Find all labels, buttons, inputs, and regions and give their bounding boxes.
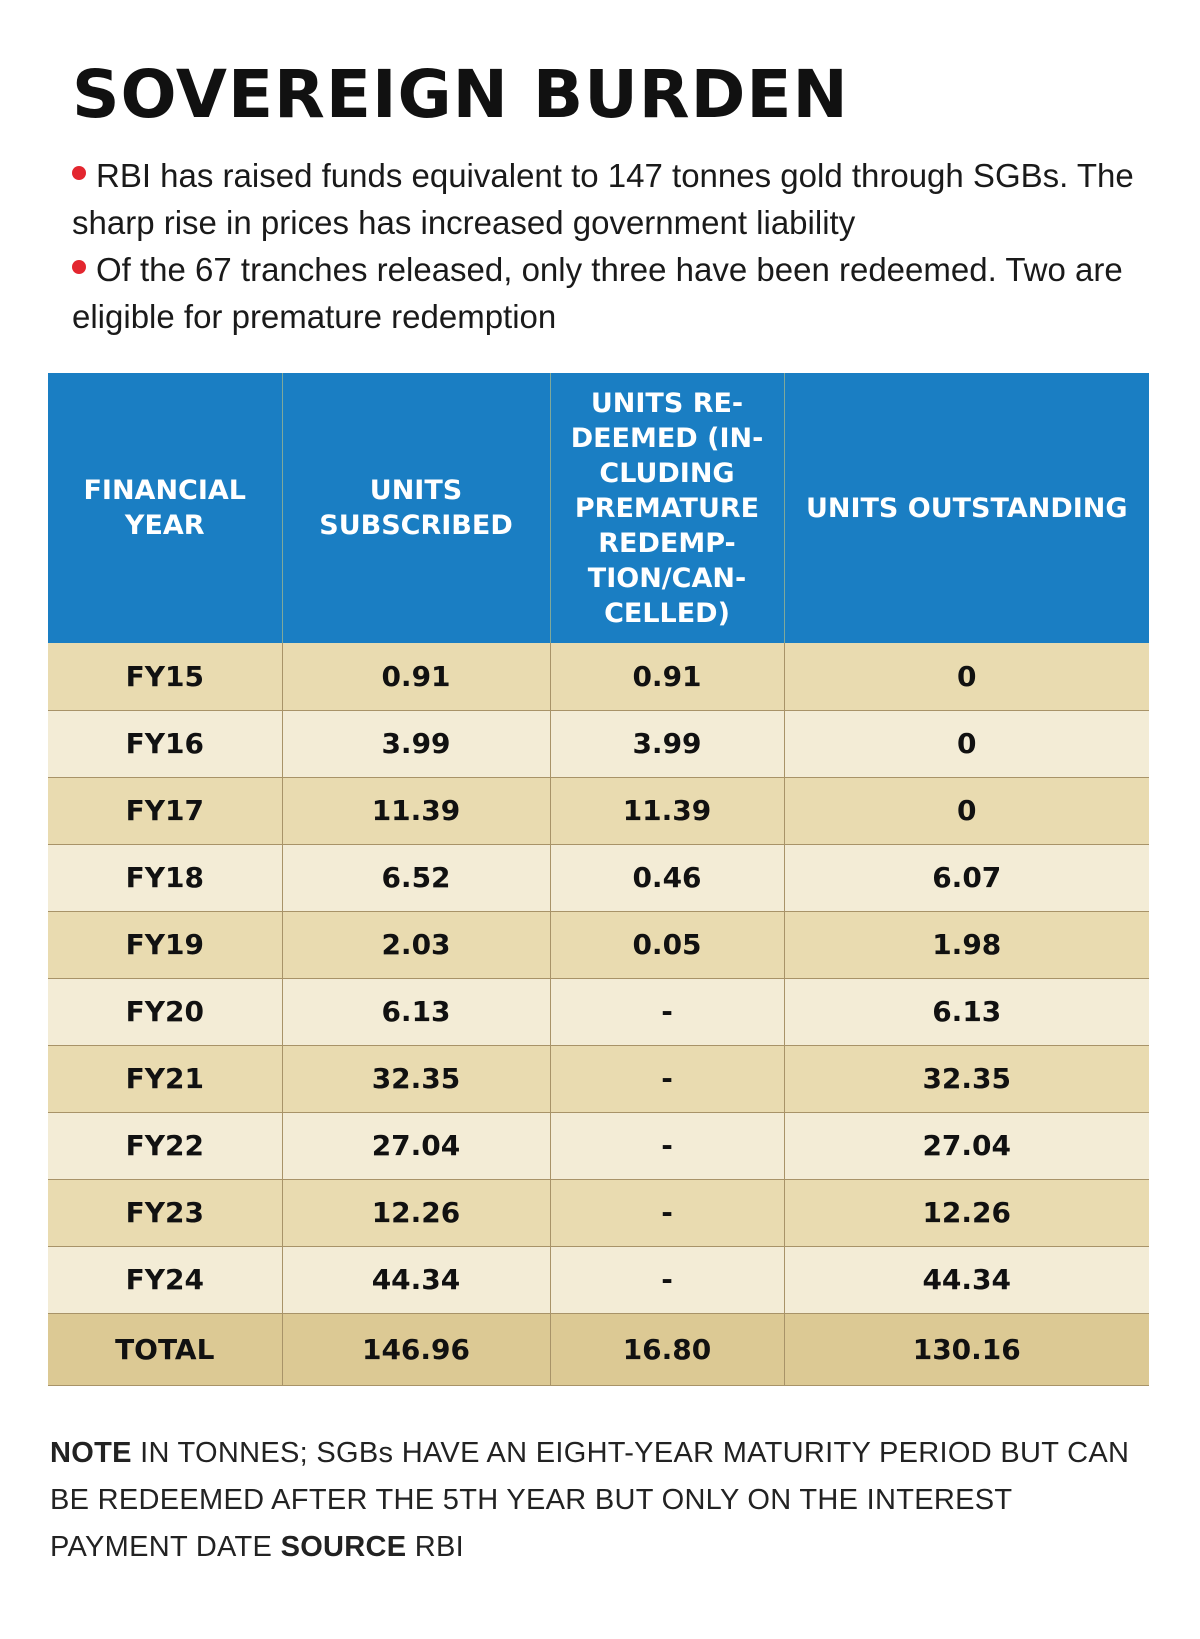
cell-units-outstanding: 12.26: [784, 1179, 1149, 1247]
cell-units-outstanding: 0: [784, 710, 1149, 778]
cell-financial-year: FY20: [48, 978, 283, 1046]
cell-units-subscribed: 27.04: [282, 1112, 551, 1180]
table-row: FY17 11.39 11.39 0: [48, 777, 1149, 845]
cell-units-redeemed: -: [550, 1045, 785, 1113]
column-header-units-subscribed: UNITS SUBSCRIBED: [282, 373, 551, 643]
note-label: NOTE: [50, 1437, 132, 1469]
total-cell-units-outstanding: 130.16: [784, 1313, 1149, 1386]
cell-financial-year: FY24: [48, 1246, 283, 1314]
cell-units-redeemed: 0.05: [550, 911, 785, 979]
cell-units-outstanding: 1.98: [784, 911, 1149, 979]
cell-units-subscribed: 6.52: [282, 844, 551, 912]
column-header-financial-year: FINANCIAL YEAR: [48, 373, 283, 643]
cell-units-subscribed: 0.91: [282, 643, 551, 711]
cell-units-redeemed: 3.99: [550, 710, 785, 778]
cell-units-outstanding: 6.07: [784, 844, 1149, 912]
total-cell-financial-year: TOTAL: [48, 1313, 283, 1386]
total-cell-units-redeemed: 16.80: [550, 1313, 785, 1386]
column-header-units-redeemed: UNITS RE-DEEMED (IN-CLUDING PREMATURE RE…: [550, 373, 785, 643]
cell-units-subscribed: 11.39: [282, 777, 551, 845]
bullet-item: Of the 67 tranches released, only three …: [72, 246, 1162, 340]
cell-units-outstanding: 27.04: [784, 1112, 1149, 1180]
cell-units-subscribed: 12.26: [282, 1179, 551, 1247]
total-row: TOTAL 146.96 16.80 130.16: [48, 1313, 1149, 1386]
cell-units-subscribed: 32.35: [282, 1045, 551, 1113]
cell-financial-year: FY23: [48, 1179, 283, 1247]
source-text: RBI: [406, 1531, 465, 1563]
cell-financial-year: FY19: [48, 911, 283, 979]
table-row: FY15 0.91 0.91 0: [48, 643, 1149, 711]
cell-units-subscribed: 6.13: [282, 978, 551, 1046]
cell-units-outstanding: 32.35: [784, 1045, 1149, 1113]
table-row: FY23 12.26-12.26: [48, 1179, 1149, 1247]
cell-financial-year: FY18: [48, 844, 283, 912]
cell-financial-year: FY15: [48, 643, 283, 711]
table-row: FY19 2.03 0.05 1.98: [48, 911, 1149, 979]
table-row: FY24 44.34-44.34: [48, 1246, 1149, 1314]
note-text: IN TONNES; SGBs HAVE AN EIGHT-YEAR MATUR…: [50, 1437, 1130, 1563]
bullet-list: RBI has raised funds equivalent to 147 t…: [72, 152, 1162, 340]
table-row: FY22 27.04-27.04: [48, 1112, 1149, 1180]
page-title: SOVEREIGN BURDEN: [72, 56, 849, 133]
cell-financial-year: FY16: [48, 710, 283, 778]
bullet-dot-icon: [72, 166, 86, 181]
table-row: FY21 32.35-32.35: [48, 1045, 1149, 1113]
cell-financial-year: FY22: [48, 1112, 283, 1180]
cell-units-redeemed: 0.46: [550, 844, 785, 912]
cell-financial-year: FY17: [48, 777, 283, 845]
cell-units-redeemed: -: [550, 1246, 785, 1314]
cell-units-redeemed: -: [550, 978, 785, 1046]
cell-units-redeemed: -: [550, 1112, 785, 1180]
table-body: FY15 0.91 0.91 0 FY16 3.99 3.99 0 FY17 11.39 11.39…: [48, 643, 1149, 1386]
cell-units-subscribed: 3.99: [282, 710, 551, 778]
table-row: FY16 3.99 3.99 0: [48, 710, 1149, 778]
bullet-dot-icon: [72, 260, 86, 275]
total-cell-units-subscribed: 146.96: [282, 1313, 551, 1386]
cell-financial-year: FY21: [48, 1045, 283, 1113]
source-label: SOURCE: [280, 1531, 407, 1563]
cell-units-redeemed: -: [550, 1179, 785, 1247]
table-header-row: FINANCIAL YEAR UNITS SUBSCRIBED UNITS RE…: [48, 373, 1149, 643]
cell-units-outstanding: 44.34: [784, 1246, 1149, 1314]
cell-units-outstanding: 0: [784, 643, 1149, 711]
data-table-container: FINANCIAL YEAR UNITS SUBSCRIBED UNITS RE…: [48, 373, 1149, 1386]
cell-units-outstanding: 6.13: [784, 978, 1149, 1046]
bullet-text: RBI has raised funds equivalent to 147 t…: [72, 157, 1134, 241]
bullet-text: Of the 67 tranches released, only three …: [72, 251, 1123, 335]
cell-units-redeemed: 11.39: [550, 777, 785, 845]
data-table: FINANCIAL YEAR UNITS SUBSCRIBED UNITS RE…: [48, 373, 1149, 1386]
table-row: FY20 6.13-6.13: [48, 978, 1149, 1046]
footnote: NOTE IN TONNES; SGBs HAVE AN EIGHT-YEAR …: [50, 1430, 1150, 1571]
cell-units-subscribed: 44.34: [282, 1246, 551, 1314]
cell-units-redeemed: 0.91: [550, 643, 785, 711]
column-header-units-outstanding: UNITS OUTSTANDING: [784, 373, 1149, 643]
cell-units-outstanding: 0: [784, 777, 1149, 845]
bullet-item: RBI has raised funds equivalent to 147 t…: [72, 152, 1162, 246]
cell-units-subscribed: 2.03: [282, 911, 551, 979]
table-row: FY18 6.52 0.46 6.07: [48, 844, 1149, 912]
